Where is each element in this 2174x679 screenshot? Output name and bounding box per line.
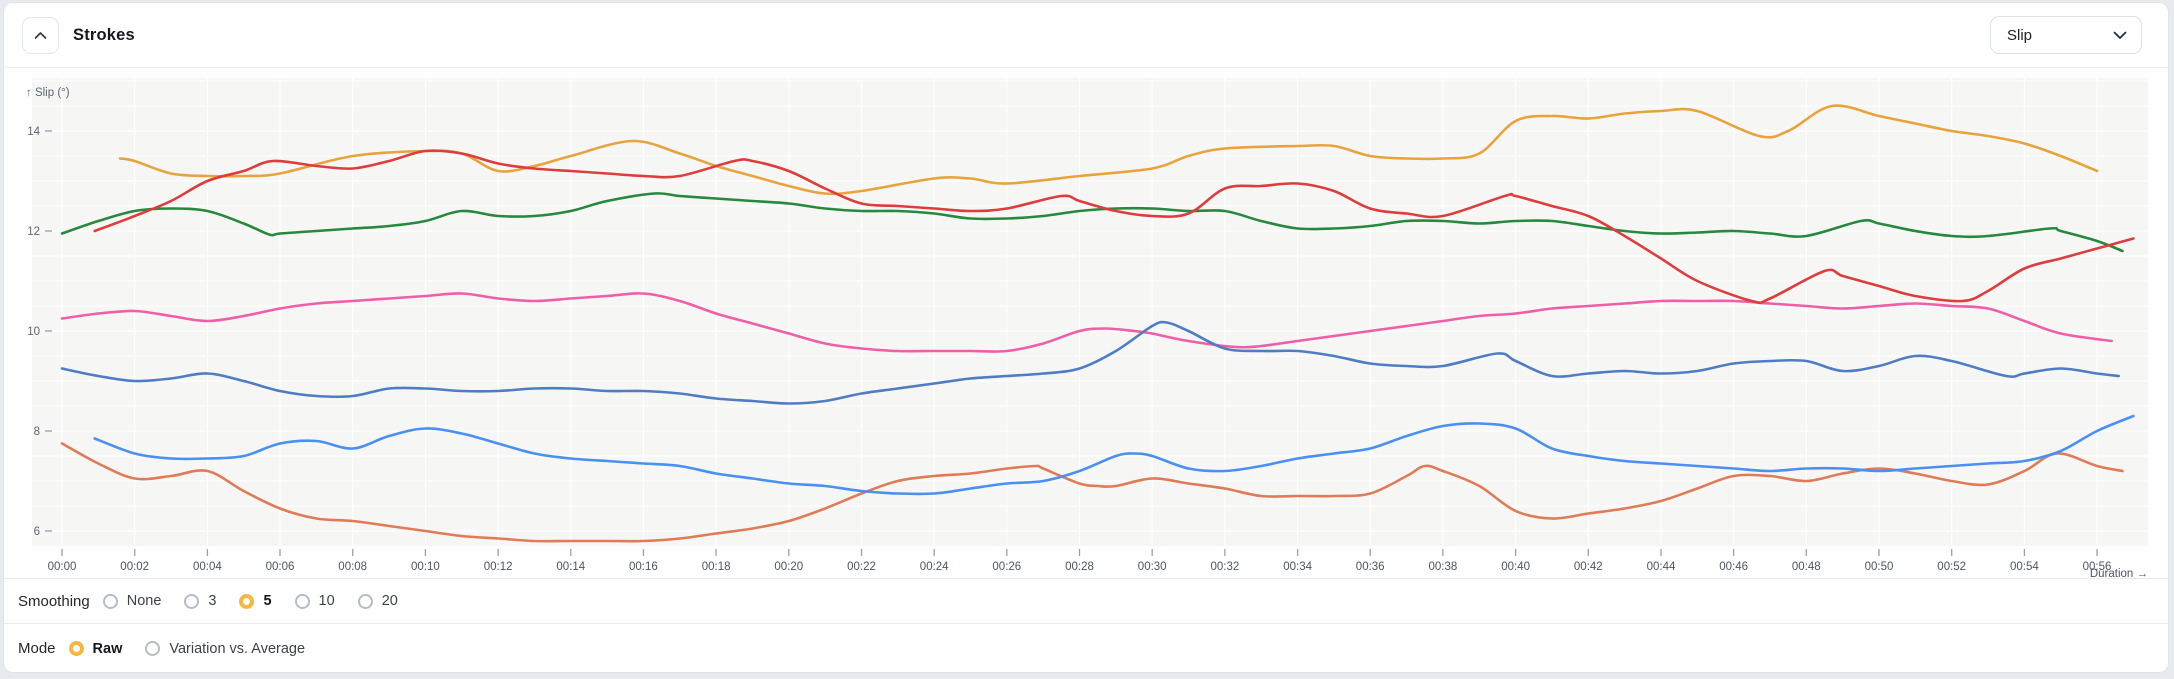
radio-icon — [184, 593, 200, 609]
svg-text:6: 6 — [34, 526, 40, 538]
smoothing-label: Smoothing — [18, 592, 90, 610]
smoothing-option-label: 5 — [263, 593, 272, 609]
series-line-green — [60, 192, 2124, 253]
svg-text:14: 14 — [27, 126, 40, 138]
series-line-red — [93, 149, 2135, 305]
smoothing-option-label: None — [126, 593, 162, 609]
mode-option-variation[interactable]: Variation vs. Average — [145, 641, 305, 657]
mode-option-label: Raw — [92, 640, 123, 657]
smoothing-option-none[interactable]: None — [102, 593, 162, 609]
smoothing-option-label: 20 — [381, 593, 398, 609]
series-line-salmon — [60, 442, 2124, 543]
chevron-up-icon — [34, 31, 47, 40]
svg-text:00:18: 00:18 — [702, 561, 731, 573]
smoothing-option-10[interactable]: 10 — [294, 593, 335, 609]
svg-text:00:42: 00:42 — [1574, 561, 1603, 573]
svg-text:00:28: 00:28 — [1065, 561, 1094, 573]
svg-text:10: 10 — [27, 326, 40, 338]
svg-text:00:48: 00:48 — [1792, 561, 1821, 573]
svg-text:00:32: 00:32 — [1211, 561, 1240, 573]
radio-icon — [357, 593, 373, 609]
svg-text:00:38: 00:38 — [1429, 561, 1458, 573]
mode-option-raw[interactable]: Raw — [68, 640, 123, 657]
metric-select[interactable]: Slip — [1990, 16, 2142, 54]
x-axis-title: Duration → — [2090, 568, 2148, 578]
svg-text:00:06: 00:06 — [266, 561, 295, 573]
chart-area: ↑ Slip (°) 14 12 10 8 6 00:00 00:02 00:04 00:06 00… — [4, 67, 2168, 578]
mode-row: Mode Raw Variation vs. Average — [4, 623, 2168, 672]
mode-option-label: Variation vs. Average — [169, 640, 306, 657]
metric-select-value: Slip — [2007, 26, 2033, 44]
chevron-down-icon — [2113, 31, 2127, 40]
smoothing-option-label: 10 — [318, 593, 335, 609]
radio-icon — [145, 641, 161, 656]
svg-text:00:30: 00:30 — [1138, 561, 1167, 573]
svg-text:00:04: 00:04 — [193, 561, 222, 573]
radio-icon — [68, 641, 84, 656]
svg-text:12: 12 — [27, 226, 40, 238]
svg-text:00:34: 00:34 — [1283, 561, 1312, 573]
x-axis-ticks: 00:00 00:02 00:04 00:06 00:08 00:10 00:12 00:14… — [48, 549, 2112, 573]
smoothing-option-3[interactable]: 3 — [184, 593, 216, 609]
svg-text:00:16: 00:16 — [629, 561, 658, 573]
panel-title: Strokes — [73, 25, 135, 44]
mode-label: Mode — [18, 640, 56, 657]
radio-icon — [239, 593, 255, 609]
svg-text:00:20: 00:20 — [774, 561, 803, 573]
svg-text:00:08: 00:08 — [338, 561, 367, 573]
svg-text:00:12: 00:12 — [484, 561, 513, 573]
svg-text:00:46: 00:46 — [1719, 561, 1748, 573]
svg-text:00:40: 00:40 — [1501, 561, 1530, 573]
svg-text:8: 8 — [34, 426, 40, 438]
radio-icon — [102, 593, 118, 609]
strokes-panel: Strokes Slip ↑ Slip (°) 14 12 10 8 6 00:00 00:0… — [3, 2, 2169, 673]
svg-text:00:00: 00:00 — [48, 561, 77, 573]
svg-text:00:52: 00:52 — [1937, 561, 1966, 573]
smoothing-row: Smoothing None 3 5 10 20 — [4, 578, 2168, 623]
svg-text:00:14: 00:14 — [556, 561, 585, 573]
svg-text:00:44: 00:44 — [1647, 561, 1676, 573]
smoothing-option-20[interactable]: 20 — [357, 593, 398, 609]
radio-icon — [294, 593, 310, 609]
series-line-sky-blue — [93, 414, 2135, 496]
svg-text:00:54: 00:54 — [2010, 561, 2039, 573]
svg-text:00:26: 00:26 — [992, 561, 1021, 573]
svg-text:00:02: 00:02 — [120, 561, 149, 573]
gridlines — [32, 78, 2148, 546]
panel-header: Strokes Slip — [4, 3, 2168, 67]
collapse-button[interactable] — [22, 16, 59, 54]
svg-text:00:56: 00:56 — [2083, 561, 2112, 573]
svg-text:00:36: 00:36 — [1356, 561, 1385, 573]
y-axis-title: ↑ Slip (°) — [26, 87, 70, 99]
svg-text:00:24: 00:24 — [920, 561, 949, 573]
smoothing-option-label: 3 — [208, 593, 217, 609]
svg-text:00:50: 00:50 — [1865, 561, 1894, 573]
svg-text:00:22: 00:22 — [847, 561, 876, 573]
smoothing-option-5[interactable]: 5 — [239, 593, 272, 609]
series-line-blue — [60, 320, 2121, 405]
svg-text:00:10: 00:10 — [411, 561, 440, 573]
y-axis-ticks: 14 12 10 8 6 — [27, 126, 52, 538]
